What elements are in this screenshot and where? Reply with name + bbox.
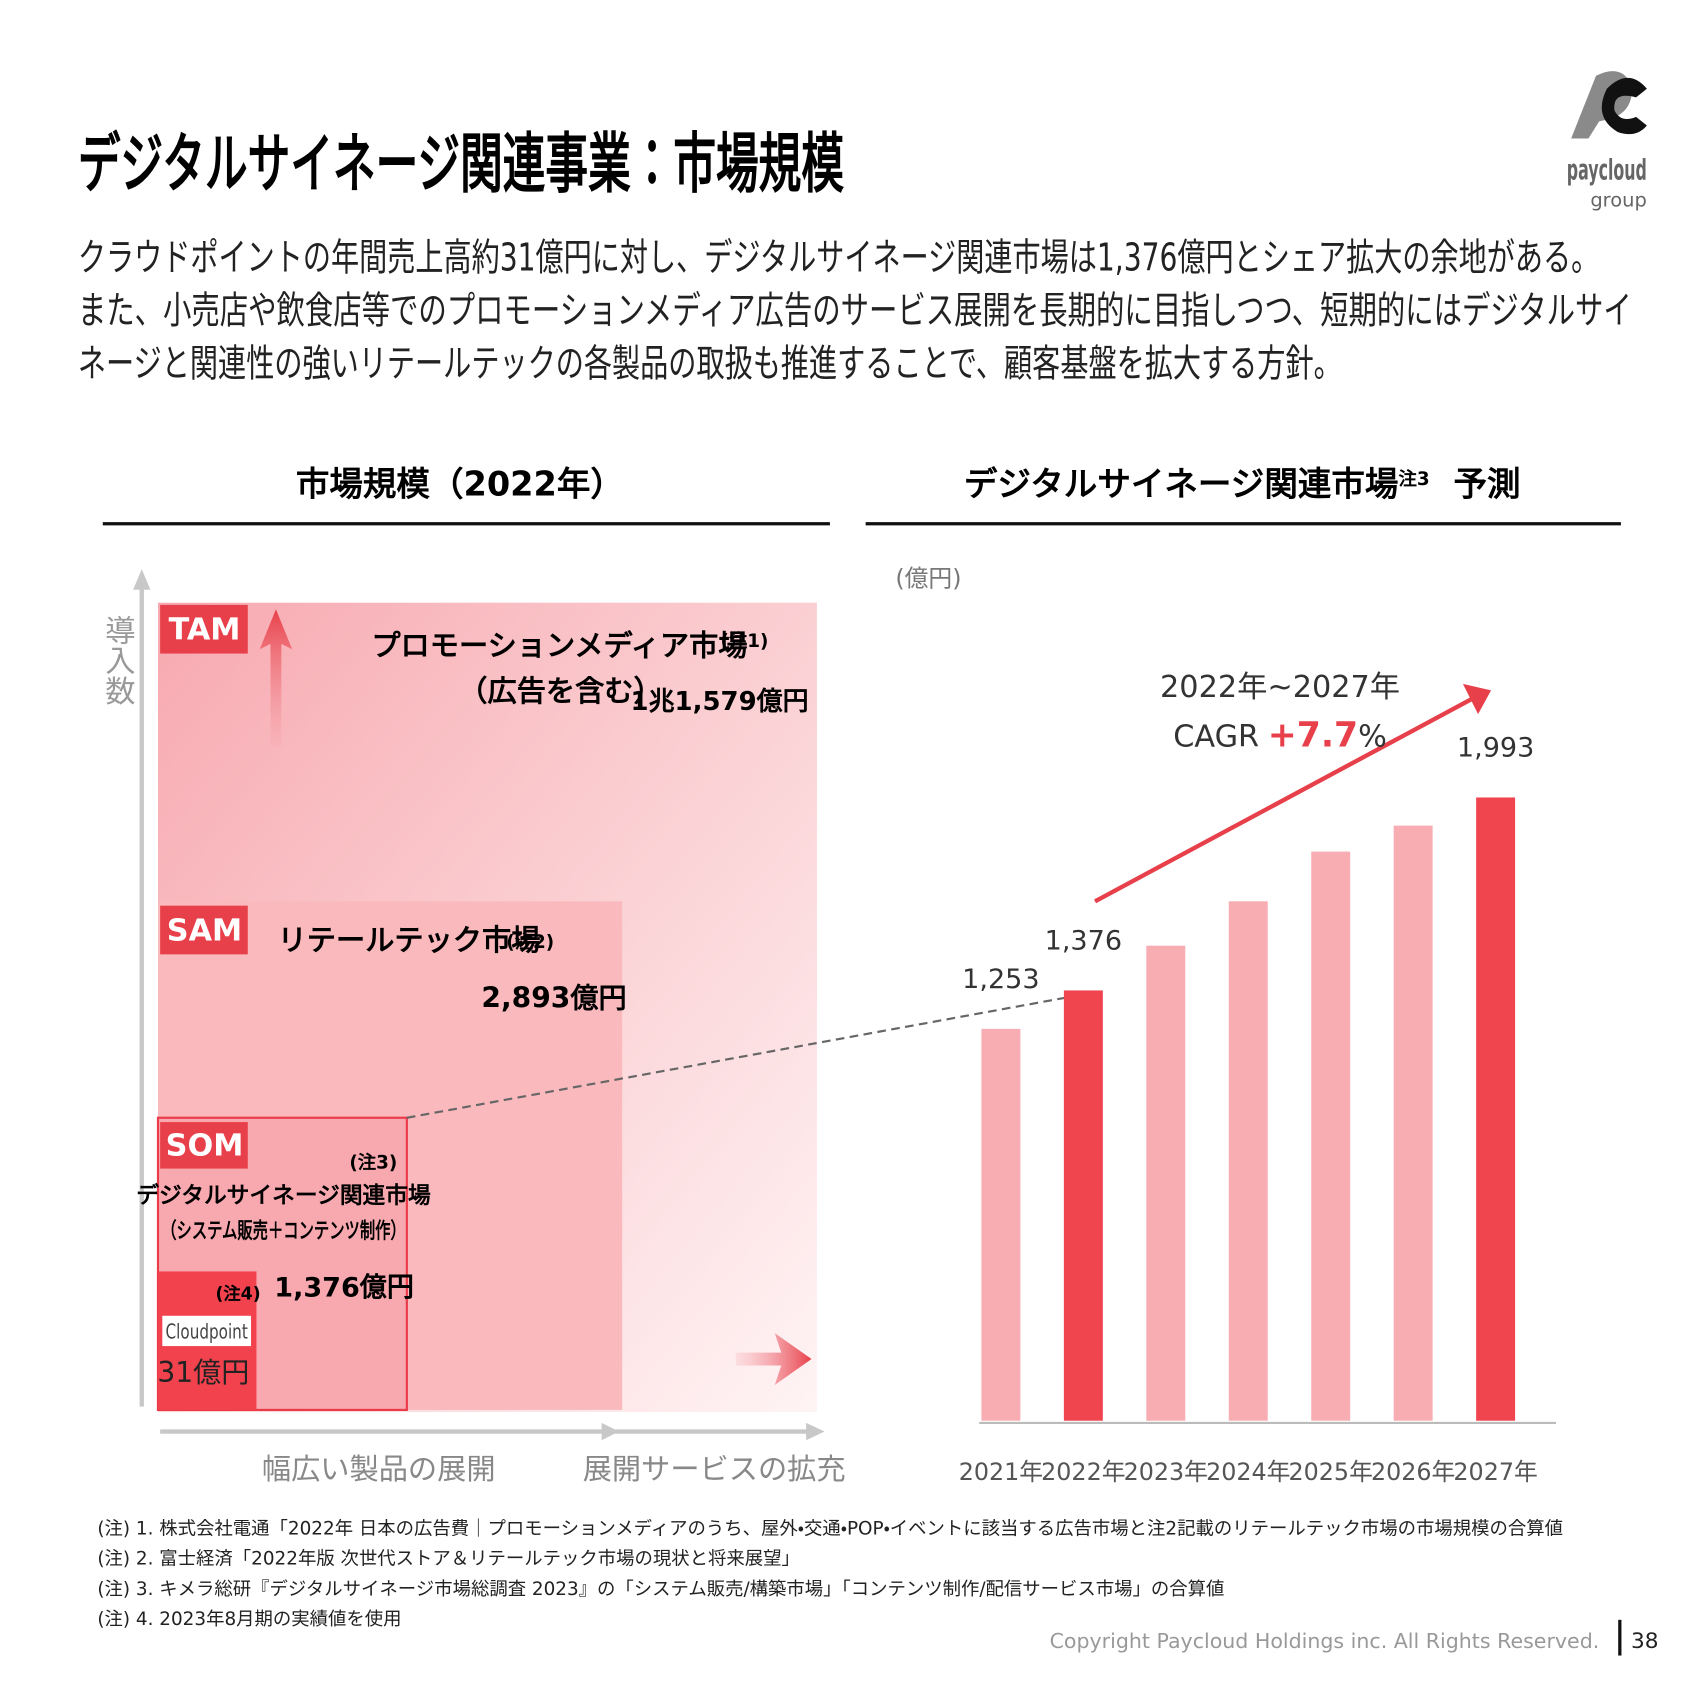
cloudpoint-logo: Cloudpoint: [166, 1319, 248, 1343]
logo-sub: group: [1590, 189, 1647, 212]
copyright: Copyright Paycloud Holdings inc. All Rig…: [1050, 1629, 1600, 1653]
page-number: 38: [1631, 1629, 1659, 1654]
cloudpoint-value: 31億円: [157, 1356, 249, 1389]
tier-tag: SOM: [166, 1129, 244, 1164]
bar: [1476, 797, 1516, 1421]
footnote: (注) 3. キメラ総研『デジタルサイネージ市場総調査 2023』の「システム販…: [97, 1579, 1224, 1600]
tier-note: (注1): [720, 630, 768, 652]
cagr-period: 2022年~2027年: [1160, 670, 1400, 705]
x-tick-label: 2027年: [1453, 1458, 1537, 1486]
x-tick-label: 2025年: [1289, 1458, 1373, 1486]
cagr-label: CAGR: [1173, 720, 1259, 755]
chart-title: デジタルサイネージ関連市場注3 予測: [964, 465, 1521, 504]
x-tick-label: 2023年: [1124, 1458, 1208, 1486]
tier-name: デジタルサイネージ関連市場: [136, 1182, 431, 1209]
bar: [1063, 990, 1103, 1421]
logo-name: paycloud: [1567, 154, 1647, 187]
tier-tag: SAM: [167, 913, 242, 948]
bar: [1311, 851, 1351, 1421]
tier-note: (注2): [506, 931, 554, 953]
x-tick-label: 2022年: [1041, 1458, 1125, 1486]
value-label: 1,253: [962, 964, 1039, 995]
bar: [1393, 825, 1433, 1421]
cagr-unit: %: [1358, 720, 1387, 755]
tier-sub: （システム販売＋コンテンツ制作）: [161, 1218, 406, 1244]
cloudpoint-note: (注4): [215, 1284, 260, 1305]
tier-name: リテールテック市場: [278, 923, 541, 957]
footnote: (注) 1. 株式会社電通「2022年 日本の広告費｜プロモーションメディアのう…: [97, 1517, 1563, 1539]
tier-value: 2,893億円: [481, 981, 626, 1014]
y-axis-label: 導入数: [99, 614, 134, 706]
bar-chart: 2021年 1,253 2022年 1,376 2023年2024年2025年2026年…: [959, 732, 1538, 1486]
footnote: (注) 2. 富士経済「2022年版 次世代ストア＆リテールテック市場の現状と将…: [97, 1549, 800, 1570]
cagr-value: +7.7: [1268, 716, 1358, 756]
chart-title-suffix: 予測: [1453, 465, 1520, 504]
x-tick-label: 2026年: [1371, 1458, 1455, 1486]
section-title: 市場規模（2022年）: [296, 465, 624, 504]
x-tick-label: 2024年: [1206, 1458, 1290, 1486]
tier-value: 1,376億円: [274, 1272, 414, 1303]
x-axis-label: 展開サービスの拡充: [583, 1452, 846, 1486]
chart-title-note: 注3: [1398, 468, 1429, 490]
chart-title-main: デジタルサイネージ関連市場: [964, 465, 1399, 504]
tier-name: プロモーションメディア市場: [371, 629, 747, 663]
tier-note: (注3): [349, 1152, 397, 1174]
bar: [1228, 901, 1268, 1421]
tier-value: 1兆1,579億円: [631, 687, 809, 717]
body-line: クラウドポイントの年間売上高約31億円に対し、デジタルサイネージ関連市場は1,3…: [78, 236, 1599, 280]
tier-tag: TAM: [169, 612, 241, 647]
value-label: 1,376: [1045, 925, 1122, 956]
market-diagram: [133, 569, 1067, 1441]
x-axis-label: 幅広い製品の展開: [262, 1452, 496, 1486]
logo: paycloud group: [1567, 71, 1647, 212]
value-label: 1,993: [1457, 732, 1534, 763]
body-line: ネージと関連性の強いリテールテックの各製品の取扱も推進することで、顧客基盤を拡大…: [78, 342, 1342, 386]
footnote: (注) 4. 2023年8月期の実績値を使用: [97, 1609, 401, 1630]
cagr: CAGR +7.7%: [1173, 716, 1387, 756]
body-line: また、小売店や飲食店等でのプロモーションメディア広告のサービス展開を長期的に目指…: [78, 289, 1632, 333]
cagr-arrow: [1094, 683, 1492, 904]
bar: [981, 1028, 1021, 1421]
y-unit: (億円): [895, 564, 961, 592]
x-tick-label: 2021年: [959, 1458, 1043, 1486]
tier-sub: （広告を含む）: [458, 674, 662, 708]
bar: [1146, 945, 1186, 1421]
title: デジタルサイネージ関連事業：市場規模: [78, 127, 844, 202]
